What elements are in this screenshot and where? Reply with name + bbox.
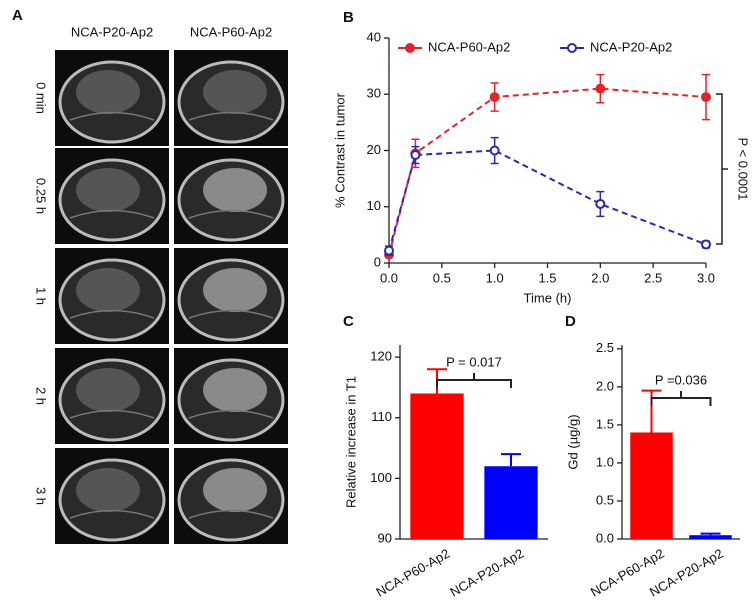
bar bbox=[689, 535, 732, 539]
mri-detail bbox=[188, 309, 274, 319]
series-line bbox=[388, 87, 707, 255]
x-tick-label: NCA-P20-Ap2 bbox=[447, 546, 526, 600]
error-bar bbox=[700, 532, 721, 536]
mri-detail bbox=[69, 111, 155, 121]
error-bar bbox=[501, 453, 521, 467]
y-tick-label: 30 bbox=[367, 86, 381, 101]
y-tick-label: 0 bbox=[374, 254, 381, 269]
mri-detail bbox=[69, 409, 155, 419]
column-header: NCA-P20-Ap2 bbox=[71, 24, 153, 39]
point bbox=[410, 150, 421, 160]
y-tick-label: 20 bbox=[367, 142, 381, 157]
mri-detail bbox=[188, 209, 274, 219]
y-tick-label: 2.0 bbox=[596, 378, 614, 393]
legend-marker bbox=[567, 43, 577, 53]
y-tick-label: 2.5 bbox=[596, 340, 614, 355]
point bbox=[701, 92, 711, 103]
y-tick-label: 10 bbox=[367, 198, 381, 213]
mri-detail bbox=[188, 111, 274, 121]
point bbox=[489, 92, 500, 103]
x-tick-label: 2.5 bbox=[644, 270, 662, 285]
x-tick-label: 0.0 bbox=[380, 270, 398, 285]
annotation: P < 0.0001 bbox=[736, 137, 751, 200]
point bbox=[595, 198, 606, 209]
x-axis-label: Time (h) bbox=[524, 290, 572, 305]
x-tick-label: 3.0 bbox=[697, 270, 715, 285]
y-axis-label: Relative increase in T1 bbox=[343, 376, 358, 508]
bar bbox=[410, 393, 464, 539]
y-tick-label: 0.0 bbox=[596, 530, 614, 545]
row-label: 1 h bbox=[34, 287, 49, 305]
mri-tissue bbox=[203, 70, 267, 114]
panel-label: D bbox=[565, 313, 576, 330]
y-tick-label: 1.0 bbox=[596, 454, 614, 469]
mri-tissue bbox=[203, 268, 267, 312]
column-header: NCA-P60-Ap2 bbox=[190, 24, 272, 39]
y-axis-label: % Contrast in tumor bbox=[332, 92, 347, 208]
row-label: 0.25 h bbox=[34, 178, 49, 214]
mri-tissue bbox=[76, 168, 140, 212]
y-tick-label: 110 bbox=[371, 409, 392, 424]
row-label: 0 min bbox=[34, 82, 49, 114]
legend-label: NCA-P20-Ap2 bbox=[590, 39, 672, 54]
mri-detail bbox=[188, 409, 274, 419]
error-bar bbox=[641, 389, 662, 433]
mri-tissue bbox=[203, 468, 267, 512]
y-tick-label: 1.5 bbox=[596, 416, 614, 431]
mri-detail bbox=[69, 309, 155, 319]
panel-label: B bbox=[343, 9, 354, 26]
x-tick-label: NCA-P60-Ap2 bbox=[373, 546, 452, 600]
point bbox=[701, 239, 711, 250]
y-tick-label: 100 bbox=[370, 470, 392, 485]
significance-bracket bbox=[650, 391, 712, 406]
point bbox=[489, 145, 500, 156]
x-tick-label: 2.0 bbox=[591, 270, 609, 285]
point bbox=[595, 83, 606, 94]
annotation: P = 0.017 bbox=[446, 354, 502, 369]
mri-detail bbox=[188, 509, 274, 519]
row-label: 2 h bbox=[34, 387, 49, 405]
bar bbox=[630, 432, 673, 539]
mri-detail bbox=[69, 509, 155, 519]
y-tick-label: 40 bbox=[367, 29, 381, 44]
y-axis-label: Gd (µg/g) bbox=[565, 414, 580, 469]
bar bbox=[484, 466, 538, 539]
series-line bbox=[388, 149, 707, 251]
x-tick-label: 1.0 bbox=[486, 270, 504, 285]
y-tick-label: 90 bbox=[378, 530, 392, 545]
mri-tissue bbox=[76, 468, 140, 512]
legend-marker bbox=[405, 43, 415, 53]
mri-grid bbox=[55, 50, 288, 544]
y-tick-label: 0.5 bbox=[596, 492, 614, 507]
row-label: 3 h bbox=[34, 487, 49, 505]
significance-bracket bbox=[436, 373, 512, 388]
legend-label: NCA-P60-Ap2 bbox=[428, 39, 510, 54]
mri-detail bbox=[69, 209, 155, 219]
y-tick-label: 120 bbox=[370, 349, 392, 364]
panel-label: C bbox=[343, 313, 354, 330]
mri-tissue bbox=[76, 268, 140, 312]
point bbox=[384, 245, 394, 256]
annotation: P =0.036 bbox=[655, 372, 707, 387]
x-tick-label: 0.5 bbox=[433, 270, 451, 285]
significance-bracket bbox=[716, 93, 728, 245]
mri-tissue bbox=[76, 70, 140, 114]
mri-tissue bbox=[203, 168, 267, 212]
mri-tissue bbox=[76, 368, 140, 412]
mri-tissue bbox=[203, 368, 267, 412]
x-tick-label: 1.5 bbox=[538, 270, 556, 285]
panel-label: A bbox=[12, 7, 23, 24]
